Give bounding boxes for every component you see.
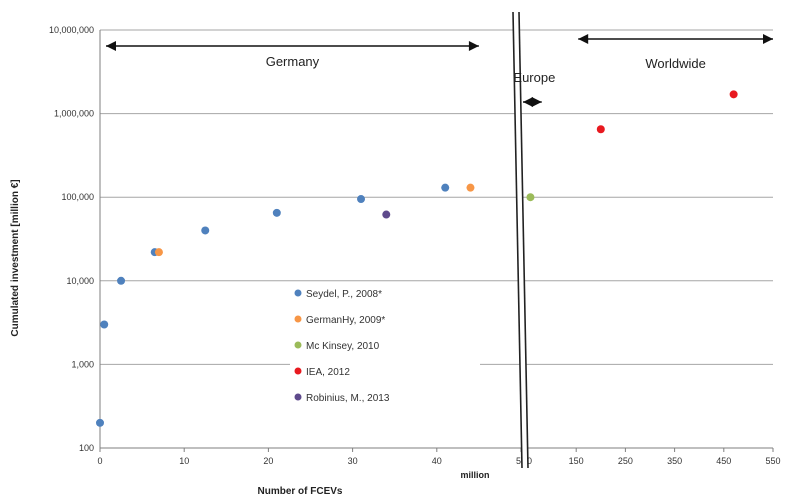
- axis-break-band: [513, 12, 528, 468]
- x-tick-label: 30: [348, 456, 358, 466]
- data-points: [96, 90, 738, 427]
- data-point: [466, 183, 475, 192]
- region-annotations: Germany Europe Worldwide: [106, 34, 773, 107]
- data-point: [526, 193, 535, 202]
- annotation-arrowhead-right: [531, 97, 542, 107]
- gridlines: [100, 29, 773, 365]
- data-point: [596, 125, 605, 134]
- y-tick-label: 100,000: [61, 192, 94, 202]
- legend-label: Seydel, P., 2008*: [306, 289, 382, 300]
- annotation-arrowhead-left: [523, 97, 533, 107]
- x-axis-title: Number of FCEVs: [257, 486, 342, 497]
- x-tick-label: 450: [716, 456, 731, 466]
- y-tick-label: 1,000,000: [54, 109, 94, 119]
- legend-label: IEA, 2012: [306, 367, 350, 378]
- data-point: [272, 208, 281, 217]
- x-tick-label: 40: [432, 456, 442, 466]
- legend-marker: [294, 367, 302, 375]
- data-point: [382, 210, 391, 219]
- legend-marker: [294, 393, 302, 401]
- data-point: [100, 320, 109, 329]
- axes: 1001,00010,000100,0001,000,00010,000,000…: [49, 11, 781, 469]
- data-point: [96, 418, 104, 427]
- data-point: [154, 248, 163, 257]
- x-tick-label: 50: [516, 456, 526, 466]
- annotation-arrowhead-right: [763, 34, 773, 44]
- data-point: [441, 183, 450, 192]
- legend-label: Mc Kinsey, 2010: [306, 341, 380, 352]
- y-tick-label: 10,000: [66, 276, 94, 286]
- x-tick-label: 150: [569, 456, 584, 466]
- x-unit-label: million: [461, 470, 490, 480]
- legend-marker: [294, 341, 302, 349]
- x-tick-label: 250: [618, 456, 633, 466]
- x-tick-label: 10: [179, 456, 189, 466]
- y-axis-title: Cumulated investment [million €]: [10, 179, 21, 336]
- x-tick-label: 550: [765, 456, 780, 466]
- legend-marker: [294, 289, 302, 297]
- x-tick-label: 0: [97, 456, 102, 466]
- y-tick-label: 1,000: [71, 359, 94, 369]
- axis-break-line-right: [518, 11, 529, 469]
- y-tick-label: 10,000,000: [49, 25, 94, 35]
- annotation-label: Worldwide: [645, 56, 705, 71]
- y-tick-label: 100: [79, 443, 94, 453]
- legend-label: GermanHy, 2009*: [306, 315, 385, 326]
- legend-box: [290, 282, 480, 418]
- region-annotation: Worldwide: [578, 34, 773, 71]
- data-point: [357, 195, 366, 204]
- region-annotation: Germany: [106, 41, 479, 69]
- data-point: [729, 90, 738, 99]
- x-tick-label: 350: [667, 456, 682, 466]
- axis-break-line-left: [512, 11, 523, 469]
- annotation-arrowhead-left: [106, 41, 116, 51]
- legend: Seydel, P., 2008* GermanHy, 2009* Mc Kinse…: [290, 282, 480, 418]
- annotation-label: Europe: [513, 70, 555, 85]
- region-annotation: Europe: [513, 70, 555, 107]
- annotation-arrowhead-left: [578, 34, 589, 44]
- data-point: [117, 276, 126, 285]
- legend-marker: [294, 315, 302, 323]
- data-point: [201, 226, 210, 235]
- x-tick-label: 20: [263, 456, 273, 466]
- annotation-label: Germany: [266, 54, 320, 69]
- legend-label: Robinius, M., 2013: [306, 393, 390, 404]
- annotation-arrowhead-right: [468, 41, 479, 51]
